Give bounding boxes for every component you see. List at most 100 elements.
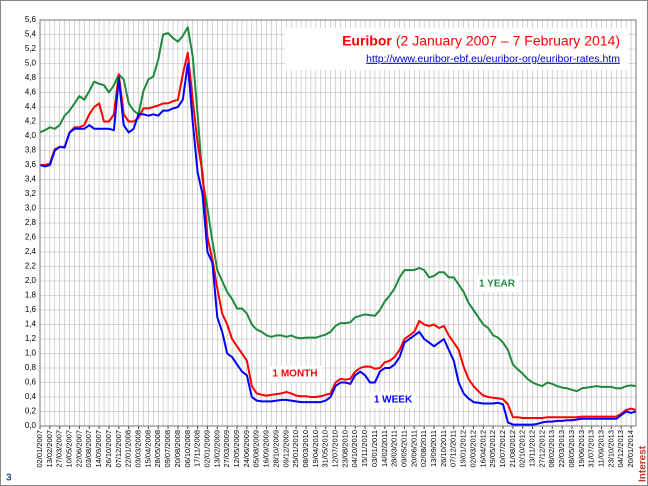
x-tick-label: 13/11/2012	[528, 430, 537, 467]
y-tick-label: 0,6	[25, 378, 37, 387]
x-tick-label: 28/03/2011	[390, 430, 399, 467]
x-tick-label: 20/01/2014	[626, 430, 635, 468]
x-tick-label: 16/09/2009	[262, 430, 271, 468]
series-label-bg	[268, 366, 322, 382]
x-tick-label: 09/07/2008	[163, 430, 172, 468]
y-tick-label: 1,0	[25, 349, 37, 358]
x-tick-label: 27/03/2007	[55, 430, 64, 468]
x-tick-label: 06/10/2008	[183, 430, 192, 468]
x-tick-label: 19/06/2013	[577, 430, 586, 468]
x-tick-label: 27/12/2012	[537, 430, 546, 468]
y-tick-label: 2,0	[25, 276, 37, 285]
y-tick-label: 1,2	[25, 334, 37, 343]
y-tick-label: 1,6	[25, 305, 37, 314]
y-tick-label: 5,6	[25, 15, 37, 24]
y-tick-label: 2,4	[25, 247, 37, 256]
y-tick-label: 4,2	[25, 117, 37, 126]
x-tick-label: 13/02/2007	[45, 430, 54, 468]
y-tick-label: 4,6	[25, 88, 37, 97]
x-tick-label: 12/07/2010	[331, 430, 340, 468]
y-tick-label: 5,0	[25, 59, 37, 68]
corner-label: 3	[6, 473, 12, 484]
x-tick-label: 13/02/2009	[212, 430, 221, 468]
lines	[39, 26, 637, 426]
y-tick-label: 2,8	[25, 218, 37, 227]
y-tick-label: 3,2	[25, 189, 37, 198]
source-url[interactable]: http://www.euribor-ebf.eu/euribor-org/eu…	[366, 53, 620, 65]
x-tick-label: 22/06/2007	[74, 430, 83, 468]
x-tick-label: 02/03/2012	[468, 430, 477, 468]
x-tick-label: 25/01/2010	[291, 430, 300, 468]
x-tick-label: 07/12/2011	[449, 430, 458, 467]
x-tick-label: 16/04/2012	[478, 430, 487, 468]
x-tick-label: 19/01/2012	[459, 430, 468, 468]
x-tick-label: 02/01/2007	[35, 430, 44, 468]
x-tick-label: 02/01/2009	[202, 430, 211, 468]
y-tick-label: 5,2	[25, 44, 37, 53]
plot-border	[39, 19, 637, 427]
x-tick-label: 24/06/2009	[242, 430, 251, 468]
x-tick-label: 11/09/2013	[597, 430, 606, 467]
y-tick-label: 0,4	[25, 392, 37, 401]
y-tick-label: 5,4	[25, 30, 37, 39]
x-tick-label: 03/03/2008	[133, 430, 142, 468]
x-tick-label: 03/01/2011	[370, 430, 379, 467]
y-tick-label: 2,2	[25, 262, 37, 271]
x-tick-label: 26/10/2007	[104, 430, 113, 468]
y-tick-label: 0,2	[25, 407, 37, 416]
x-tick-label: 15/04/2008	[143, 430, 152, 468]
x-tick-label: 29/05/2012	[488, 430, 497, 468]
x-tick-label: 09/12/2009	[281, 430, 290, 468]
x-tick-label: 10/05/2007	[65, 430, 74, 468]
x-tick-label: 08/05/2013	[567, 430, 576, 468]
x-tick-label: 04/12/2013	[616, 430, 625, 468]
y-tick-label: 1,4	[25, 320, 37, 329]
chart-title: Euribor	[342, 33, 392, 49]
x-tick-label: 22/03/2013	[557, 430, 566, 468]
x-tick-label: 28/05/2008	[153, 430, 162, 468]
x-tick-label: 12/05/2009	[232, 430, 241, 468]
x-tick-label: 27/03/2009	[222, 430, 231, 468]
x-tick-label: 31/05/2010	[321, 430, 330, 468]
x-tick-label: 28/10/2009	[271, 430, 280, 468]
y-tick-label: 4,4	[25, 102, 37, 111]
y-tick-label: 3,4	[25, 175, 37, 184]
series-label: 1 WEEK	[374, 395, 413, 406]
series-label-bg	[475, 276, 519, 292]
x-tick-label: 02/10/2012	[518, 430, 527, 468]
series-line	[39, 26, 637, 393]
x-tick-label: 31/07/2013	[587, 430, 596, 468]
x-tick-label: 05/08/2009	[252, 430, 261, 468]
x-tick-label: 07/12/2007	[114, 430, 123, 468]
chart-title-period: (2 January 2007 – 7 February 2014)	[396, 33, 620, 49]
x-tick-label: 20/06/2011	[409, 430, 418, 467]
series-line	[40, 51, 637, 419]
y-tick-label: 1,8	[25, 291, 37, 300]
y-tick-label: 4,0	[25, 131, 37, 140]
x-tick-label: 09/05/2011	[399, 430, 408, 467]
x-tick-label: 08/02/2013	[547, 430, 556, 468]
x-tick-label: 14/02/2011	[380, 430, 389, 467]
y-tick-label: 0,8	[25, 363, 37, 372]
x-tick-label: 19/04/2010	[311, 430, 320, 468]
x-tick-label: 21/08/2012	[508, 430, 517, 468]
x-tick-label: 13/09/2011	[429, 430, 438, 467]
x-tick-label: 15/11/2010	[360, 430, 369, 467]
series-label: 1 MONTH	[273, 369, 318, 380]
y-tick-label: 4,8	[25, 73, 37, 82]
series-label: 1 YEAR	[479, 279, 516, 290]
x-tick-label: 23/10/2013	[606, 430, 615, 468]
y-tick-label: 0,0	[25, 421, 37, 430]
x-tick-label: 17/11/2008	[193, 430, 202, 467]
x-tick-label: 08/03/2010	[301, 430, 310, 468]
x-tick-label: 14/09/2007	[94, 430, 103, 468]
corner-label: Interest	[638, 445, 648, 482]
x-tick-label: 20/08/2008	[173, 430, 182, 468]
title-box	[285, 28, 628, 70]
x-tick-label: 10/07/2012	[498, 430, 507, 468]
x-tick-label: 23/08/2010	[340, 430, 349, 468]
x-tick-label: 26/10/2011	[439, 430, 448, 467]
x-tick-label: 02/08/2011	[419, 430, 428, 467]
